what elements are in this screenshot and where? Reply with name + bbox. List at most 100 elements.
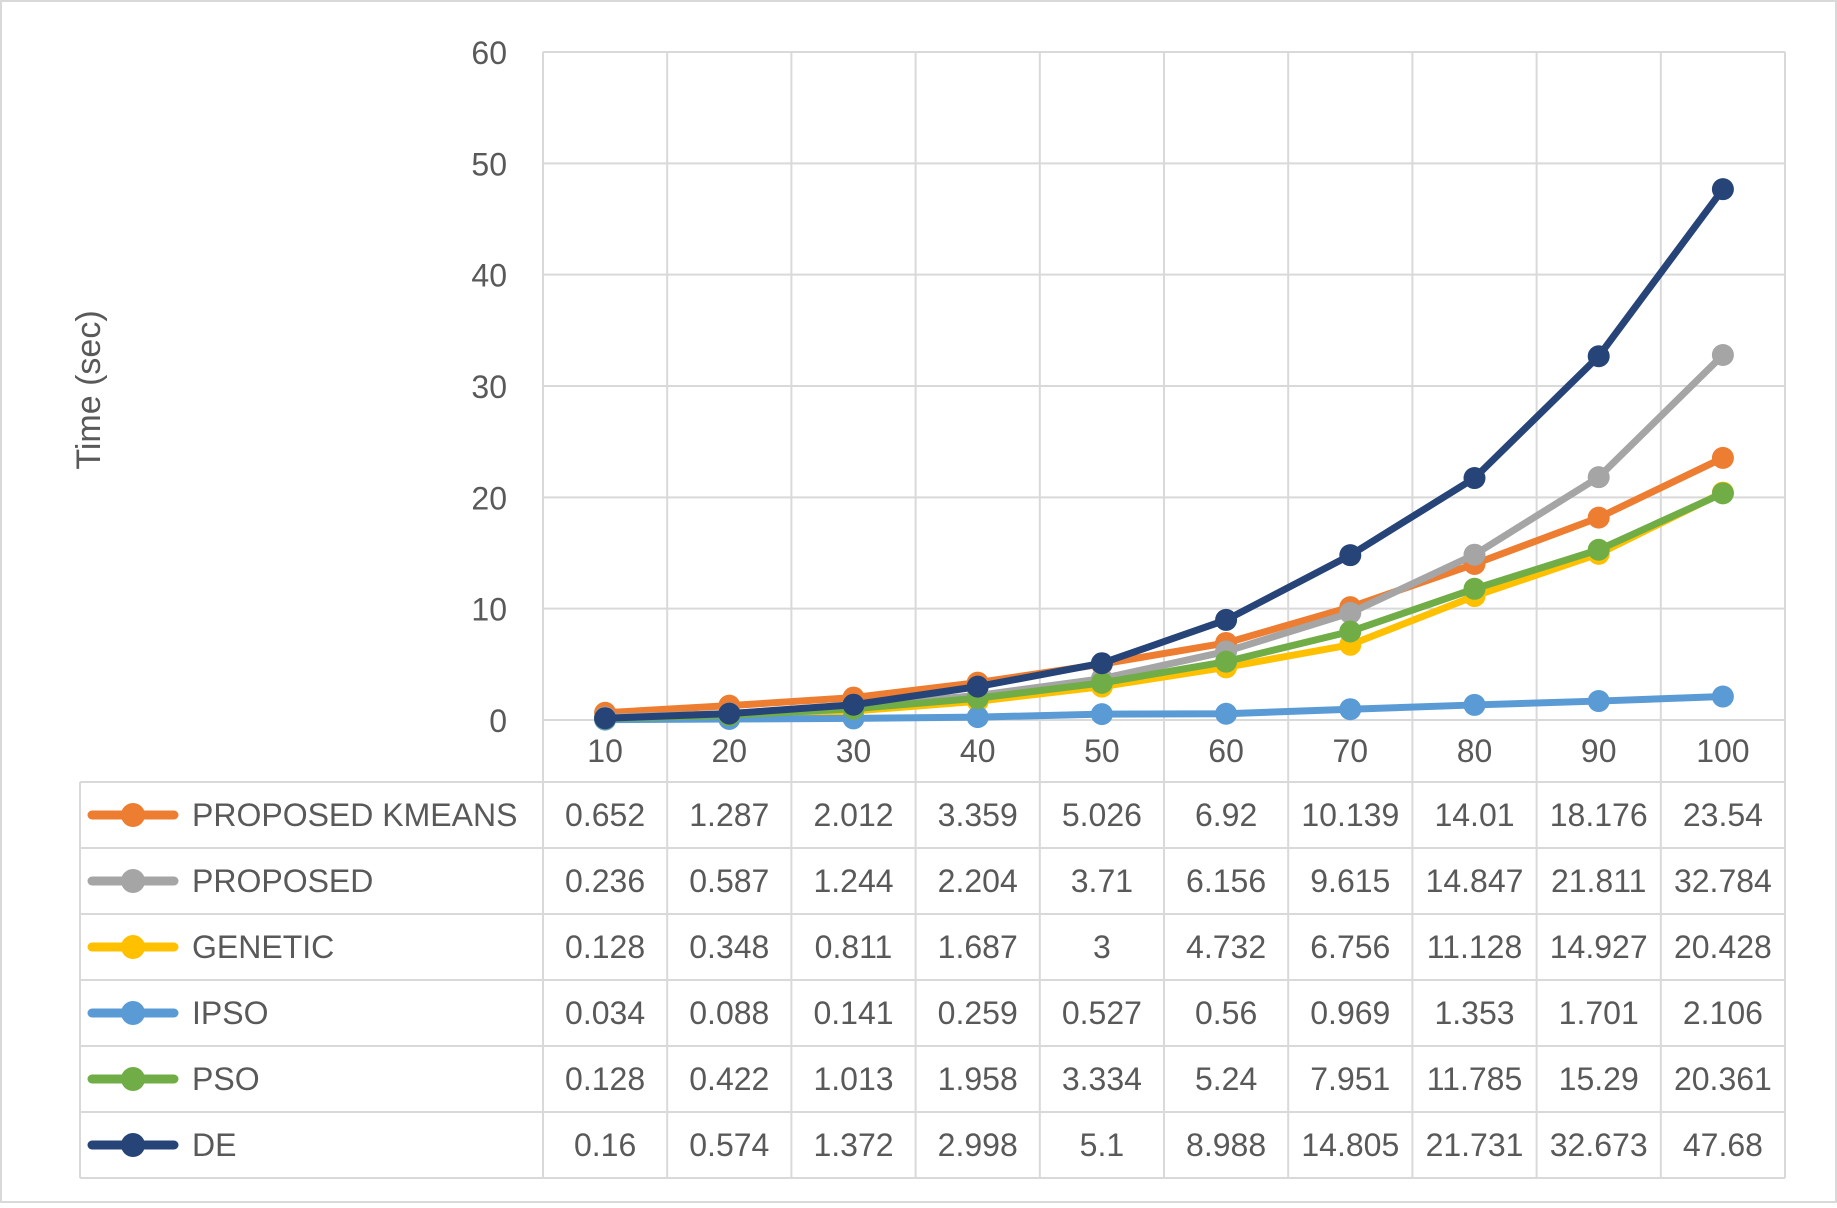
data-point [1091, 703, 1113, 725]
x-tick-label: 100 [1696, 733, 1749, 769]
data-point [1464, 544, 1486, 566]
table-cell-value: 11.785 [1427, 1061, 1523, 1097]
data-point [1464, 694, 1486, 716]
table-cell-value: 3 [1093, 929, 1111, 965]
legend-series-name: GENETIC [192, 929, 334, 965]
data-point [1339, 620, 1361, 642]
data-point [1464, 578, 1486, 600]
table-cell-value: 5.1 [1080, 1127, 1124, 1163]
table-cell-value: 21.731 [1426, 1127, 1524, 1163]
table-cell-value: 3.359 [938, 797, 1018, 833]
table-cell-value: 14.927 [1550, 929, 1648, 965]
data-point [1588, 690, 1610, 712]
table-cell-value: 21.811 [1551, 863, 1647, 899]
x-tick-label: 30 [836, 733, 872, 769]
y-tick-label: 10 [471, 592, 507, 628]
table-cell-value: 0.587 [689, 863, 769, 899]
table-cell-value: 0.034 [565, 995, 645, 1031]
table-cell-value: 2.012 [813, 797, 893, 833]
table-cell-value: 0.56 [1195, 995, 1257, 1031]
table-cell-value: 32.673 [1550, 1127, 1648, 1163]
legend-key-marker [121, 1067, 145, 1091]
data-point [1215, 703, 1237, 725]
legend-key-marker [121, 935, 145, 959]
x-tick-label: 40 [960, 733, 996, 769]
table-cell-value: 0.141 [813, 995, 893, 1031]
table-cell-value: 0.088 [689, 995, 769, 1031]
data-point [1712, 482, 1734, 504]
legend-key-marker [121, 869, 145, 893]
x-tick-label: 80 [1457, 733, 1493, 769]
y-tick-label: 0 [489, 703, 507, 739]
data-point [843, 694, 865, 716]
table-cell-value: 0.422 [689, 1061, 769, 1097]
table-cell-value: 5.24 [1195, 1061, 1257, 1097]
y-tick-label: 60 [471, 35, 507, 71]
x-tick-label: 90 [1581, 733, 1617, 769]
table-cell-value: 0.128 [565, 1061, 645, 1097]
table-cell-value: 0.969 [1310, 995, 1390, 1031]
table-cell-value: 2.106 [1683, 995, 1763, 1031]
data-point [1215, 609, 1237, 631]
table-cell-value: 3.71 [1071, 863, 1133, 899]
data-point [1712, 686, 1734, 708]
data-point [1588, 539, 1610, 561]
table-cell-value: 9.615 [1310, 863, 1390, 899]
table-cell-value: 1.353 [1434, 995, 1514, 1031]
table-cell-value: 14.847 [1426, 863, 1524, 899]
data-point [1712, 178, 1734, 200]
table-cell-value: 7.951 [1310, 1061, 1390, 1097]
table-cell-value: 1.687 [938, 929, 1018, 965]
data-point [1339, 544, 1361, 566]
data-point [1464, 467, 1486, 489]
table-cell-value: 20.428 [1674, 929, 1772, 965]
table-cell-value: 6.756 [1310, 929, 1390, 965]
table-cell-value: 23.54 [1683, 797, 1763, 833]
table-cell-value: 14.805 [1301, 1127, 1399, 1163]
data-point [1339, 698, 1361, 720]
x-tick-label: 50 [1084, 733, 1120, 769]
data-point [594, 707, 616, 729]
table-cell-value: 8.988 [1186, 1127, 1266, 1163]
table-cell-value: 32.784 [1674, 863, 1772, 899]
legend-series-name: PSO [192, 1061, 260, 1097]
x-tick-label: 60 [1208, 733, 1244, 769]
table-cell-value: 1.372 [813, 1127, 893, 1163]
data-point [1588, 345, 1610, 367]
legend-series-name: PROPOSED KMEANS [192, 797, 517, 833]
legend-series-name: DE [192, 1127, 236, 1163]
x-tick-label: 10 [587, 733, 623, 769]
x-tick-label: 70 [1333, 733, 1369, 769]
data-point [1712, 447, 1734, 469]
table-cell-value: 20.361 [1674, 1061, 1772, 1097]
y-tick-label: 40 [471, 258, 507, 294]
data-point [1091, 672, 1113, 694]
y-tick-label: 20 [471, 480, 507, 516]
data-point [967, 706, 989, 728]
table-cell-value: 0.16 [574, 1127, 636, 1163]
y-tick-label: 30 [471, 369, 507, 405]
table-cell-value: 0.236 [565, 863, 645, 899]
table-cell-value: 5.026 [1062, 797, 1142, 833]
table-cell-value: 4.732 [1186, 929, 1266, 965]
table-cell-value: 0.348 [689, 929, 769, 965]
table-cell-value: 1.287 [689, 797, 769, 833]
table-cell-value: 3.334 [1062, 1061, 1142, 1097]
table-cell-value: 1.244 [813, 863, 893, 899]
table-cell-value: 2.998 [938, 1127, 1018, 1163]
table-cell-value: 2.204 [938, 863, 1018, 899]
table-cell-value: 18.176 [1550, 797, 1648, 833]
table-cell-value: 6.156 [1186, 863, 1266, 899]
table-cell-value: 0.259 [938, 995, 1018, 1031]
table-cell-value: 0.811 [815, 929, 893, 965]
y-tick-label: 50 [471, 146, 507, 182]
table-cell-value: 0.574 [689, 1127, 769, 1163]
table-cell-value: 1.013 [813, 1061, 893, 1097]
table-cell-value: 0.652 [565, 797, 645, 833]
table-cell-value: 10.139 [1301, 797, 1399, 833]
table-cell-value: 1.958 [938, 1061, 1018, 1097]
table-cell-value: 6.92 [1195, 797, 1257, 833]
data-point [1215, 651, 1237, 673]
